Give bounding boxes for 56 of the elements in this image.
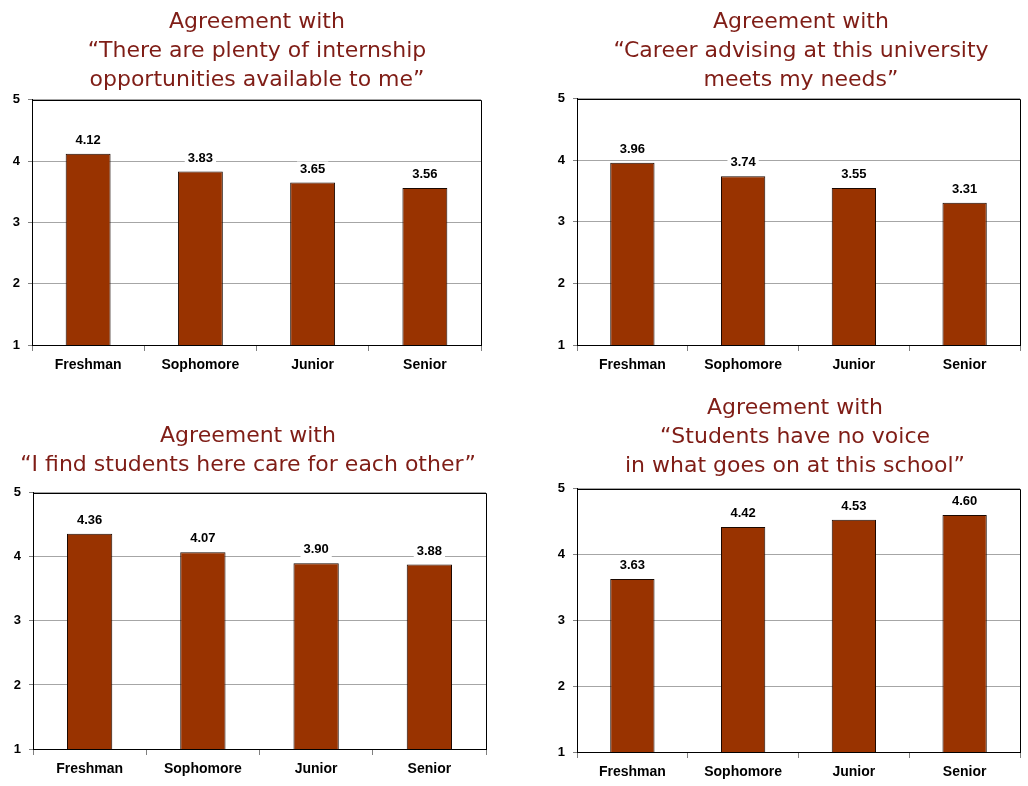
y-tick-label: 3 (13, 612, 21, 628)
chart-title: Agreement with “There are plenty of internship opportunities available to me” (86, 7, 428, 93)
y-tick-label: 3 (12, 213, 20, 229)
y-tick-label: 1 (13, 740, 21, 756)
data-label: 3.63 (619, 557, 646, 573)
y-tick-label: 4 (557, 151, 566, 167)
x-tick-label: Sophomore (704, 763, 783, 780)
y-tick-label: 3 (557, 611, 565, 627)
x-tick-label: Junior (832, 356, 876, 373)
y-tick-label: 1 (557, 743, 565, 759)
data-label: 4.60 (951, 493, 978, 509)
data-label: 4.36 (76, 511, 103, 527)
x-tick-label: Freshman (56, 760, 124, 777)
data-label: 4.12 (75, 131, 101, 147)
y-tick-label: 4 (557, 546, 566, 562)
y-tick-label: 3 (557, 213, 565, 229)
x-tick-label: Sophomore (163, 760, 242, 777)
data-label: 3.90 (303, 541, 329, 557)
x-tick-label: Sophomore (704, 356, 783, 373)
y-tick-label: 4 (12, 152, 21, 168)
x-tick-label: Junior (832, 763, 876, 780)
y-tick-label: 4 (13, 548, 22, 564)
data-label: 4.53 (841, 497, 867, 513)
x-tick-label: Freshman (54, 356, 122, 373)
y-tick-label: 2 (557, 275, 565, 291)
chart-title: Agreement with “Students have no voice in what goes on at this school” (623, 393, 967, 479)
data-label: 3.56 (412, 166, 438, 182)
x-tick-label: Senior (403, 356, 448, 373)
data-label: 3.74 (730, 154, 757, 170)
y-tick-label: 2 (13, 676, 21, 692)
chart-title: Agreement with “I find students here care for each other” (19, 421, 477, 478)
data-label: 3.65 (299, 160, 326, 176)
data-label: 4.07 (190, 530, 216, 546)
y-tick-label: 2 (12, 275, 20, 291)
y-tick-label: 5 (13, 484, 21, 500)
y-tick-label: 5 (12, 91, 20, 107)
chart-title: Agreement with “Career advising at this university meets my needs” (612, 7, 990, 93)
data-label: 3.83 (187, 149, 214, 165)
data-label: 3.55 (841, 166, 867, 182)
data-label: 3.31 (951, 180, 978, 196)
y-tick-label: 1 (557, 336, 565, 352)
data-label: 3.88 (416, 542, 443, 558)
x-tick-label: Senior (942, 763, 987, 780)
y-tick-label: 5 (557, 90, 565, 106)
x-tick-label: Freshman (598, 763, 666, 780)
data-label: 3.96 (619, 140, 646, 156)
y-tick-label: 1 (12, 336, 20, 352)
x-tick-label: Junior (291, 356, 335, 373)
y-tick-label: 5 (557, 480, 565, 496)
x-tick-label: Junior (294, 760, 339, 777)
data-label: 4.42 (730, 505, 756, 521)
y-tick-label: 2 (557, 677, 565, 693)
x-tick-label: Sophomore (161, 356, 240, 373)
x-tick-label: Senior (942, 356, 987, 373)
x-tick-label: Senior (407, 760, 452, 777)
x-tick-label: Freshman (598, 356, 666, 373)
